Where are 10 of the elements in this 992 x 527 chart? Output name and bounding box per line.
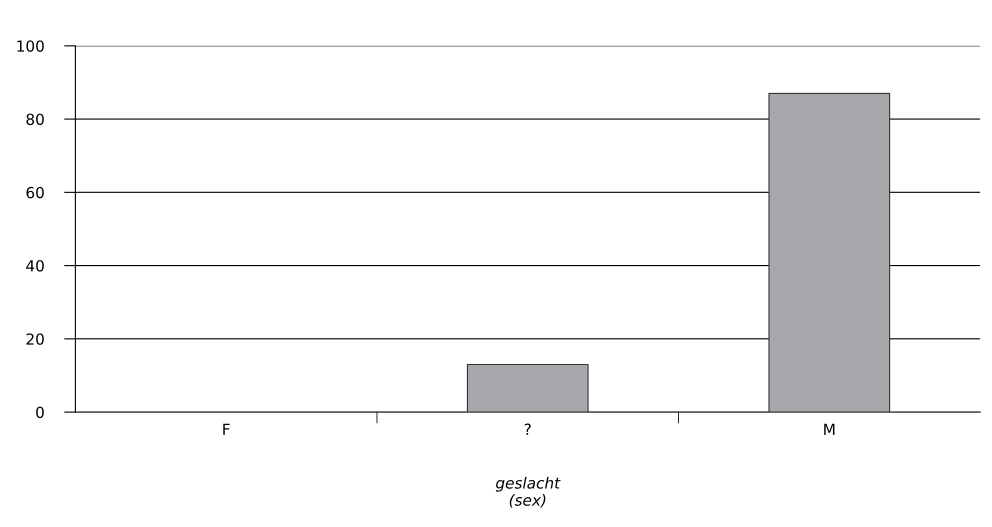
x-tick-label: F xyxy=(223,424,230,435)
y-tick-label: 80 xyxy=(26,114,44,126)
x-tick-label: M xyxy=(824,424,834,435)
y-tick-label: 0 xyxy=(36,406,44,418)
y-tick-label: 60 xyxy=(26,186,44,198)
y-tick-label: 20 xyxy=(26,333,44,345)
x-tick-label: ? xyxy=(524,423,531,435)
x-axis-title: geslacht (sex) xyxy=(496,476,561,508)
y-tick-label: 100 xyxy=(17,40,44,52)
y-tick-label: 40 xyxy=(26,260,44,272)
